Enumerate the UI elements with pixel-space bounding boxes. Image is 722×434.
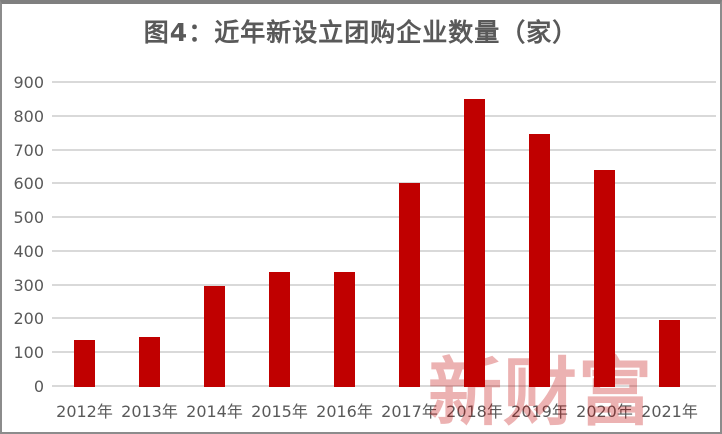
bar-2018年 — [464, 98, 485, 387]
gridline-300 — [52, 283, 716, 286]
bar-2012年 — [74, 339, 95, 387]
gridline-100 — [52, 351, 716, 354]
gridline-200 — [52, 317, 716, 320]
gridline-900 — [52, 81, 716, 83]
y-tick-label-400: 400 — [13, 241, 44, 261]
bar-2021年 — [659, 320, 680, 387]
y-tick-label-300: 300 — [13, 275, 44, 295]
bar-2019年 — [529, 134, 550, 387]
y-tick-label-800: 800 — [13, 106, 44, 126]
y-tick-label-100: 100 — [13, 343, 44, 363]
y-axis: 900 800 700 600 500 400 300 200 100 0 — [2, 74, 44, 396]
x-tick-label-2012年: 2012年 — [56, 402, 113, 421]
bar-2016年 — [334, 272, 355, 387]
bar-2015年 — [269, 272, 290, 387]
x-tick-label-2018年: 2018年 — [446, 402, 503, 421]
x-tick-label-2019年: 2019年 — [511, 402, 568, 421]
x-tick-label-2015年: 2015年 — [251, 402, 308, 421]
bar-2014年 — [204, 285, 225, 387]
gridline-0 — [52, 385, 716, 387]
y-tick-label-500: 500 — [13, 208, 44, 228]
x-axis: 2012年 2013年 2014年 2015年 2016年 2017年 2018年 2019年… — [52, 398, 716, 424]
y-tick-label-200: 200 — [13, 309, 44, 329]
gridline-600 — [52, 182, 716, 185]
gridline-500 — [52, 216, 716, 219]
x-tick-label-2017年: 2017年 — [381, 402, 438, 421]
gridline-400 — [52, 249, 716, 252]
x-tick-label-2014年: 2014年 — [186, 402, 243, 421]
x-tick-label-2016年: 2016年 — [316, 402, 373, 421]
y-tick-label-600: 600 — [13, 174, 44, 194]
bar-2017年 — [399, 182, 420, 387]
gridline-700 — [52, 148, 716, 151]
chart-title: 图4：近年新设立团购企业数量（家） — [143, 18, 579, 47]
x-tick-label-2013年: 2013年 — [121, 402, 178, 421]
y-tick-label-0: 0 — [33, 377, 44, 396]
x-tick-label-2020年: 2020年 — [576, 402, 633, 421]
bar-2013年 — [139, 337, 160, 387]
plot-area — [52, 81, 716, 387]
x-tick-label-2021年: 2021年 — [641, 402, 698, 421]
y-tick-label-700: 700 — [13, 140, 44, 160]
bar-2020年 — [594, 170, 615, 387]
gridline-800 — [52, 114, 716, 117]
y-tick-label-900: 900 — [13, 73, 44, 92]
